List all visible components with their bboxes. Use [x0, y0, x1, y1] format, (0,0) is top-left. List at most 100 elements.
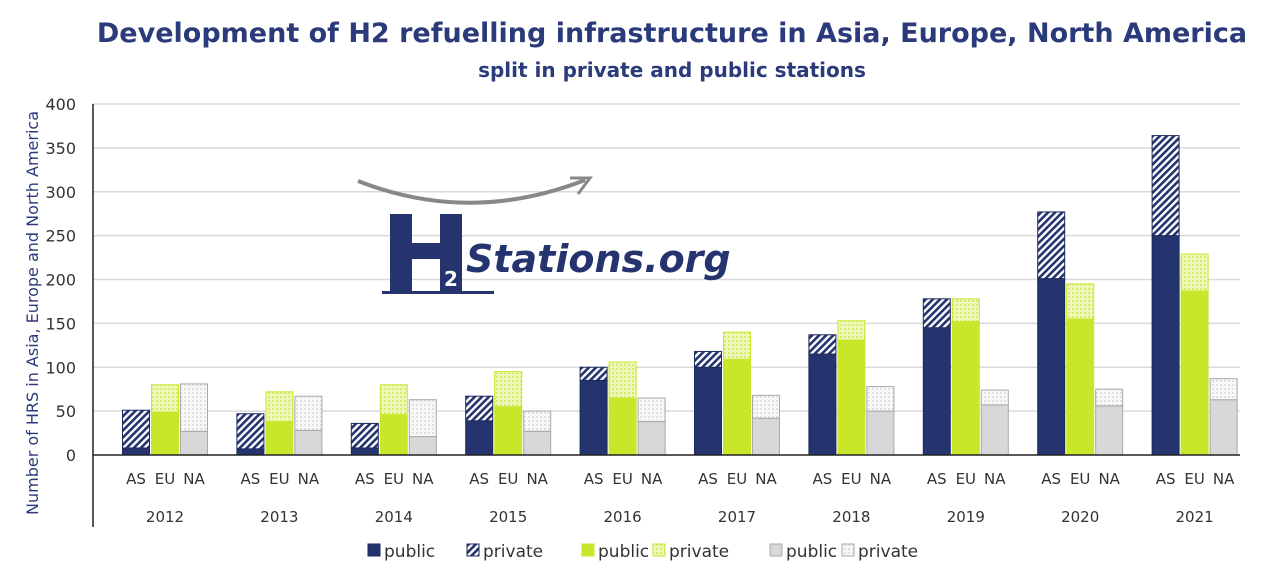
x-category-label: 2016	[604, 508, 642, 526]
bar-EU-public-2019	[951, 321, 980, 456]
bar-EU-public-2015	[494, 406, 523, 456]
x-subcategory-label: AS	[355, 470, 375, 488]
x-category-label: 2014	[375, 508, 413, 526]
y-tick-label: 100	[45, 358, 76, 377]
bar-NA-private-2012	[180, 383, 208, 432]
bar-NA-private-2021	[1209, 378, 1238, 401]
y-tick-label: 50	[56, 402, 76, 421]
legend-label: public	[786, 542, 837, 562]
bar-EU-private-2021	[1180, 253, 1209, 292]
bar-AS-private-2021	[1151, 135, 1180, 237]
x-subcategory-label: NA	[755, 470, 777, 488]
bar-NA-public-2019	[980, 404, 1009, 456]
x-subcategory-label: EU	[498, 470, 518, 488]
x-category-label: 2020	[1061, 508, 1099, 526]
x-subcategory-label: AS	[584, 470, 604, 488]
y-tick-label: 400	[45, 95, 76, 114]
bar-NA-private-2015	[523, 410, 552, 432]
x-subcategory-label: EU	[1070, 470, 1090, 488]
chart-subtitle: split in private and public stations	[478, 58, 866, 82]
x-subcategory-label: EU	[384, 470, 404, 488]
y-tick-label: 300	[45, 183, 76, 202]
bar-AS-private-2020	[1037, 211, 1066, 280]
x-category-label: 2018	[832, 508, 870, 526]
bar-AS-public-2013	[236, 448, 265, 456]
bar-NA-public-2014	[408, 436, 437, 456]
bar-NA-private-2017	[752, 394, 780, 419]
x-subcategory-label: NA	[526, 470, 548, 488]
x-category-label: 2017	[718, 508, 756, 526]
y-tick-label: 200	[45, 271, 76, 290]
bar-EU-private-2013	[265, 391, 294, 423]
bar-NA-public-2020	[1095, 405, 1124, 456]
bar-NA-public-2013	[294, 429, 323, 456]
bar-NA-public-2016	[637, 421, 666, 456]
bar-AS-public-2014	[350, 447, 379, 456]
y-tick-label: 0	[66, 446, 76, 465]
x-subcategory-label: EU	[155, 470, 175, 488]
legend-swatch	[841, 543, 855, 557]
x-subcategory-label: EU	[1184, 470, 1204, 488]
x-subcategory-label: AS	[126, 470, 146, 488]
y-tick-label: 250	[45, 227, 76, 246]
bar-EU-public-2016	[608, 397, 637, 456]
bar-NA-public-2012	[180, 430, 208, 456]
bar-NA-public-2017	[752, 417, 780, 456]
bar-NA-public-2021	[1209, 399, 1238, 456]
bar-AS-public-2015	[465, 420, 494, 456]
x-subcategory-label: AS	[927, 470, 947, 488]
bar-AS-private-2012	[122, 409, 150, 449]
bar-EU-public-2013	[265, 421, 294, 456]
x-subcategory-label: AS	[241, 470, 261, 488]
x-category-label: 2012	[146, 508, 184, 526]
legend-swatch	[769, 543, 783, 557]
bar-AS-private-2016	[579, 366, 608, 381]
bar-EU-public-2017	[723, 358, 751, 456]
bar-EU-public-2012	[151, 411, 179, 456]
x-category-label: 2015	[489, 508, 527, 526]
x-subcategory-label: NA	[641, 470, 663, 488]
x-subcategory-label: EU	[269, 470, 289, 488]
x-subcategory-label: AS	[1156, 470, 1176, 488]
bar-NA-private-2020	[1095, 388, 1124, 407]
x-category-label: 2021	[1176, 508, 1214, 526]
bar-EU-public-2014	[379, 414, 408, 456]
legend-label: private	[858, 542, 918, 562]
x-subcategory-label: NA	[870, 470, 892, 488]
legend-swatch	[581, 543, 595, 557]
x-subcategory-label: AS	[469, 470, 489, 488]
x-subcategory-label: NA	[1098, 470, 1120, 488]
bar-AS-private-2018	[808, 334, 837, 355]
x-subcategory-label: AS	[1041, 470, 1061, 488]
bar-AS-public-2019	[922, 327, 951, 456]
legend-swatch	[367, 543, 381, 557]
bar-AS-private-2014	[350, 422, 379, 449]
h2stations-logo: 2 Stations.org	[357, 176, 731, 294]
x-subcategory-label: EU	[727, 470, 747, 488]
bar-AS-private-2017	[694, 350, 722, 368]
bar-AS-public-2012	[122, 447, 150, 456]
bar-NA-private-2014	[408, 399, 437, 438]
x-category-label: 2019	[947, 508, 985, 526]
legend-label: public	[598, 542, 649, 562]
bar-NA-private-2013	[294, 395, 323, 431]
bar-EU-public-2018	[837, 339, 866, 456]
chart-title: Development of H2 refuelling infrastruct…	[97, 18, 1247, 49]
x-subcategory-label: EU	[841, 470, 861, 488]
x-subcategory-label: NA	[1213, 470, 1235, 488]
svg-text:Stations.org: Stations.org	[466, 237, 731, 281]
bar-AS-private-2019	[922, 298, 951, 329]
bar-AS-public-2021	[1151, 235, 1180, 456]
bar-EU-public-2020	[1066, 318, 1095, 456]
bar-EU-private-2012	[151, 384, 179, 413]
bar-NA-private-2016	[637, 397, 666, 423]
bar-NA-public-2015	[523, 430, 552, 456]
bar-AS-public-2016	[579, 379, 608, 456]
legend-label: private	[483, 542, 543, 562]
x-subcategory-label: AS	[813, 470, 833, 488]
bar-AS-private-2015	[465, 395, 494, 422]
x-subcategory-label: NA	[298, 470, 320, 488]
x-subcategory-label: NA	[984, 470, 1006, 488]
bar-AS-public-2017	[694, 366, 722, 456]
